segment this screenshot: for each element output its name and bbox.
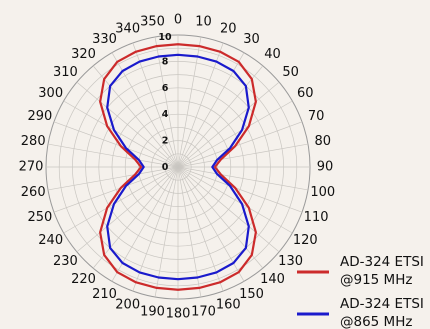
grid-spoke	[76, 166, 179, 253]
angle-label: 340	[115, 21, 140, 36]
legend-item-series-1: AD-324 ETSI @915 MHz	[297, 254, 424, 288]
angle-label: 0	[174, 13, 182, 28]
angle-label: 160	[216, 298, 241, 313]
angle-label: 10	[195, 15, 212, 30]
angle-label: 80	[315, 134, 332, 149]
radial-tick-labels: 0 2 4 6 8 10	[158, 32, 172, 173]
grid-spoke	[177, 166, 293, 234]
grid-spoke	[154, 166, 179, 298]
grid-spoke	[177, 65, 264, 168]
angle-label: 300	[38, 86, 63, 101]
angle-label: 130	[278, 254, 303, 269]
angle-label: 330	[92, 32, 117, 47]
polar-grid	[45, 34, 311, 300]
grid-spoke	[177, 166, 202, 298]
angle-label: 260	[21, 185, 46, 200]
legend-label-series-2-line2: @865 MHz	[340, 314, 412, 329]
grid-spoke	[177, 36, 202, 168]
angle-label: 350	[140, 15, 165, 30]
grid-spoke	[177, 166, 264, 269]
grid-spoke	[177, 100, 293, 168]
angle-label: 280	[21, 134, 46, 149]
angle-label: 180	[166, 307, 191, 322]
angle-label: 220	[71, 272, 96, 287]
angle-label: 50	[282, 65, 299, 80]
angle-label: 70	[308, 109, 325, 124]
grid-spoke	[132, 166, 179, 292]
grid-spoke	[47, 143, 179, 168]
angle-label: 170	[191, 304, 216, 319]
radial-tick-label: 6	[162, 83, 169, 94]
radial-tick-label: 4	[162, 109, 169, 120]
angle-label: 100	[310, 185, 335, 200]
grid-spoke	[177, 166, 224, 292]
grid-spoke	[63, 166, 179, 234]
angle-label: 90	[317, 160, 334, 175]
grid-spoke	[63, 100, 179, 168]
angle-label: 240	[38, 233, 63, 248]
radial-tick-label: 0	[162, 162, 169, 173]
radial-tick-label: 8	[162, 56, 169, 67]
grid-spoke	[47, 166, 179, 191]
angle-label: 150	[239, 287, 264, 302]
angle-label: 210	[92, 287, 117, 302]
grid-spoke	[92, 65, 179, 168]
angle-label: 230	[53, 254, 78, 269]
legend-label-series-1-line2: @915 MHz	[340, 272, 412, 288]
angle-label: 250	[27, 210, 52, 225]
angle-labels: 0 10 2030405060708090100110120130140150160…	[19, 13, 336, 322]
angle-label: 30	[243, 32, 260, 47]
grid-spoke	[53, 166, 179, 213]
radial-tick-label: 10	[158, 32, 172, 43]
legend-label-series-1-line1: AD-324 ETSI	[340, 254, 424, 270]
legend-item-series-2: AD-324 ETSI @865 MHz	[297, 296, 424, 329]
grid-spoke	[53, 121, 179, 168]
angle-label: 310	[53, 65, 78, 80]
grid-spoke	[76, 81, 179, 168]
angle-label: 120	[293, 233, 318, 248]
legend: AD-324 ETSI @915 MHz AD-324 ETSI @865 MH…	[297, 254, 424, 329]
angle-label: 290	[27, 109, 52, 124]
series-layer	[99, 43, 257, 291]
angle-label: 320	[71, 47, 96, 62]
angle-label: 60	[297, 86, 314, 101]
angle-label: 40	[264, 47, 281, 62]
grid-spoke	[132, 42, 179, 168]
angle-label: 20	[220, 21, 237, 36]
grid-spoke	[177, 166, 309, 191]
grid-spoke	[92, 166, 179, 269]
grid-spoke	[177, 81, 280, 168]
grid-spoke	[177, 166, 303, 213]
grid-spoke	[177, 121, 303, 168]
grid-spoke	[177, 143, 309, 168]
grid-spoke	[154, 36, 179, 168]
angle-label: 140	[260, 272, 285, 287]
angle-label: 200	[115, 298, 140, 313]
angle-label: 190	[140, 304, 165, 319]
angle-label: 270	[19, 160, 44, 175]
legend-label-series-2-line1: AD-324 ETSI	[340, 296, 424, 312]
radial-tick-label: 2	[162, 136, 169, 147]
grid-spoke	[177, 166, 280, 253]
angle-label: 110	[304, 210, 329, 225]
grid-spoke	[177, 42, 224, 168]
